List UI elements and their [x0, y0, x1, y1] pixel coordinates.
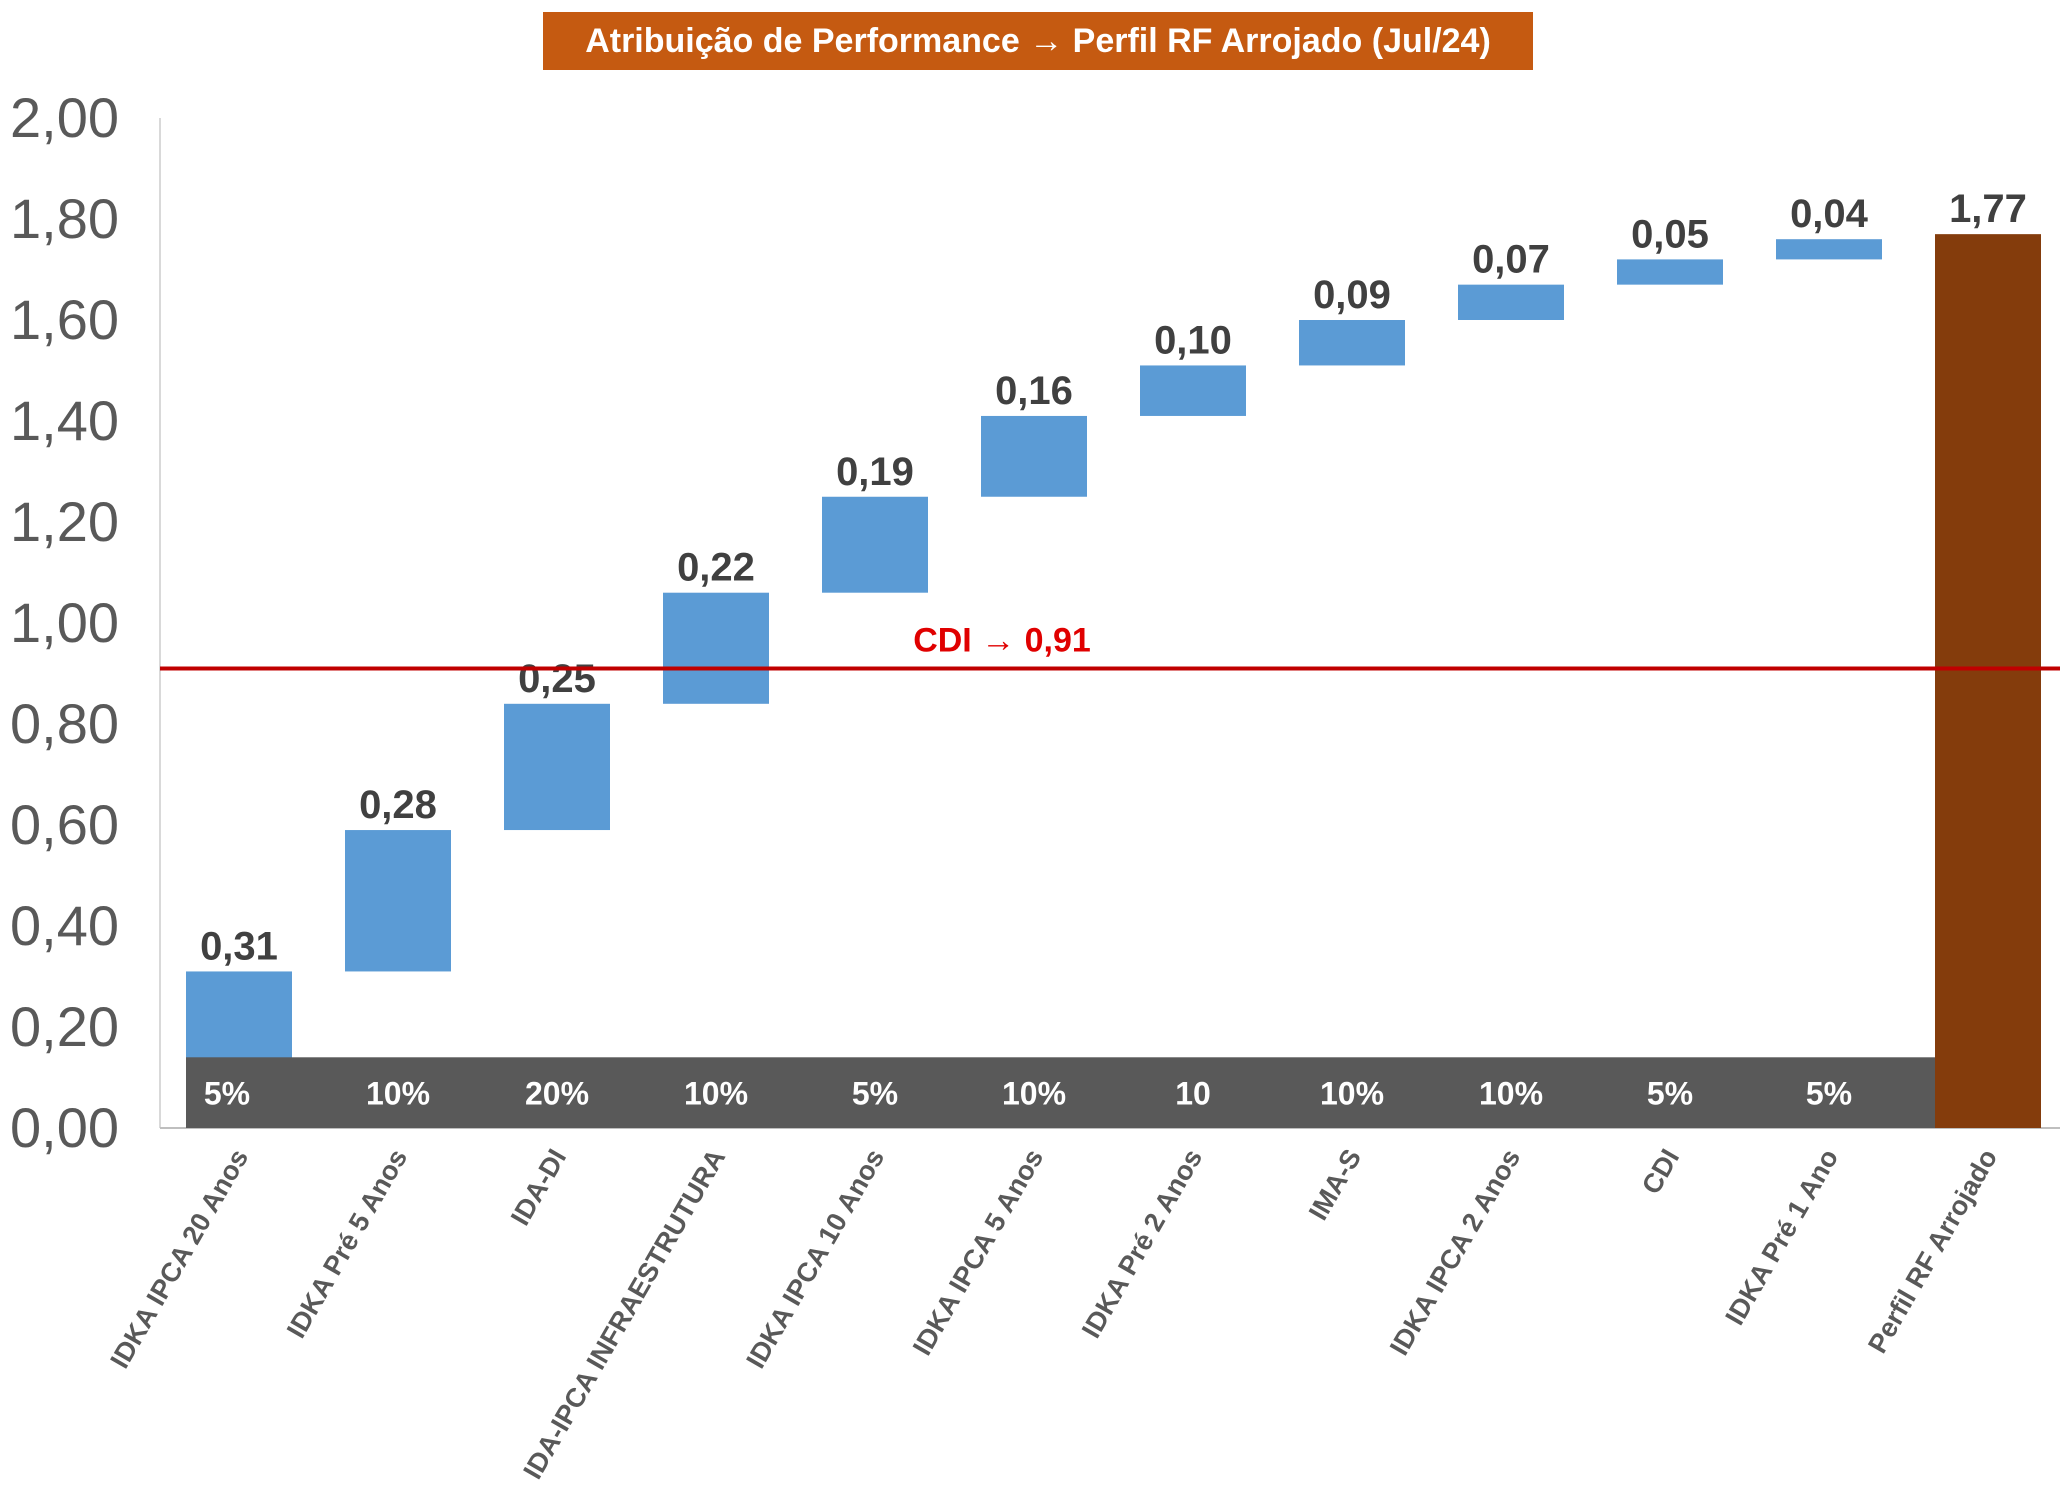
weight-label: 10%	[1320, 1076, 1384, 1112]
increment-bar	[1776, 239, 1882, 260]
weight-label: 5%	[204, 1076, 250, 1112]
y-tick-label: 0,40	[10, 894, 119, 957]
chart-title-box: Atribuição de Performance → Perfil RF Ar…	[543, 12, 1533, 70]
cdi-reference-label: CDI → 0,91	[913, 621, 1091, 659]
x-category-label: IDKA Pré 5 Anos	[281, 1144, 413, 1343]
y-tick-label: 1,20	[10, 490, 119, 553]
y-tick-label: 1,40	[10, 389, 119, 452]
weight-label: 10%	[684, 1076, 748, 1112]
increment-bar	[1458, 284, 1564, 320]
increment-bar	[663, 592, 769, 704]
y-tick-label: 2,00	[10, 86, 119, 149]
x-category-label: IDA-DI	[505, 1144, 572, 1230]
total-bar	[1935, 234, 2041, 1128]
x-category-label: IDKA Pré 2 Anos	[1076, 1144, 1208, 1343]
x-category-label: IDKA Pré 1 Ano	[1719, 1144, 1844, 1330]
y-tick-label: 0,80	[10, 692, 119, 755]
y-tick-label: 0,00	[10, 1096, 119, 1159]
data-label: 0,16	[995, 369, 1073, 413]
weight-label: 5%	[852, 1076, 898, 1112]
data-label: 0,25	[518, 657, 596, 701]
increment-bar	[504, 703, 610, 831]
weight-label: 20%	[525, 1076, 589, 1112]
x-category-label: IDKA IPCA 2 Anos	[1384, 1144, 1526, 1360]
data-label: 0,22	[677, 546, 755, 590]
x-category-label: IMA-S	[1303, 1144, 1367, 1225]
data-label: 0,07	[1472, 238, 1550, 282]
data-label: 1,77	[1949, 187, 2027, 231]
increment-bar	[345, 830, 451, 972]
y-tick-label: 1,00	[10, 591, 119, 654]
y-tick-label: 0,20	[10, 995, 119, 1058]
weight-label: 10%	[1002, 1076, 1066, 1112]
increment-bar	[1617, 259, 1723, 285]
data-label: 0,19	[836, 450, 914, 494]
x-category-label: IDKA IPCA 5 Anos	[907, 1144, 1049, 1360]
data-label: 0,05	[1631, 212, 1709, 256]
weight-label: 10%	[1479, 1076, 1543, 1112]
x-category-label: IDKA IPCA 20 Anos	[104, 1144, 254, 1373]
weight-label: 10	[1175, 1076, 1211, 1112]
increment-bar	[1140, 365, 1246, 416]
increment-bar	[981, 415, 1087, 497]
weights-band	[186, 1057, 1935, 1128]
increment-bar	[1299, 320, 1405, 366]
data-label: 0,04	[1790, 192, 1869, 236]
y-tick-label: 0,60	[10, 793, 119, 856]
data-label: 0,28	[359, 783, 437, 827]
chart-title: Atribuição de Performance → Perfil RF Ar…	[585, 21, 1491, 60]
data-label: 0,09	[1313, 273, 1391, 317]
weight-label: 5%	[1806, 1076, 1852, 1112]
weight-label: 10%	[366, 1076, 430, 1112]
y-tick-label: 1,80	[10, 187, 119, 250]
x-category-label: CDI	[1636, 1144, 1685, 1199]
data-label: 0,31	[200, 924, 278, 968]
x-category-label: IDKA IPCA 10 Anos	[740, 1144, 890, 1373]
weight-label: 5%	[1647, 1076, 1693, 1112]
increment-bar	[822, 496, 928, 593]
data-label: 0,10	[1154, 318, 1232, 362]
x-category-label: Perfil RF Arrojado	[1862, 1144, 2003, 1358]
y-tick-label: 1,60	[10, 288, 119, 351]
